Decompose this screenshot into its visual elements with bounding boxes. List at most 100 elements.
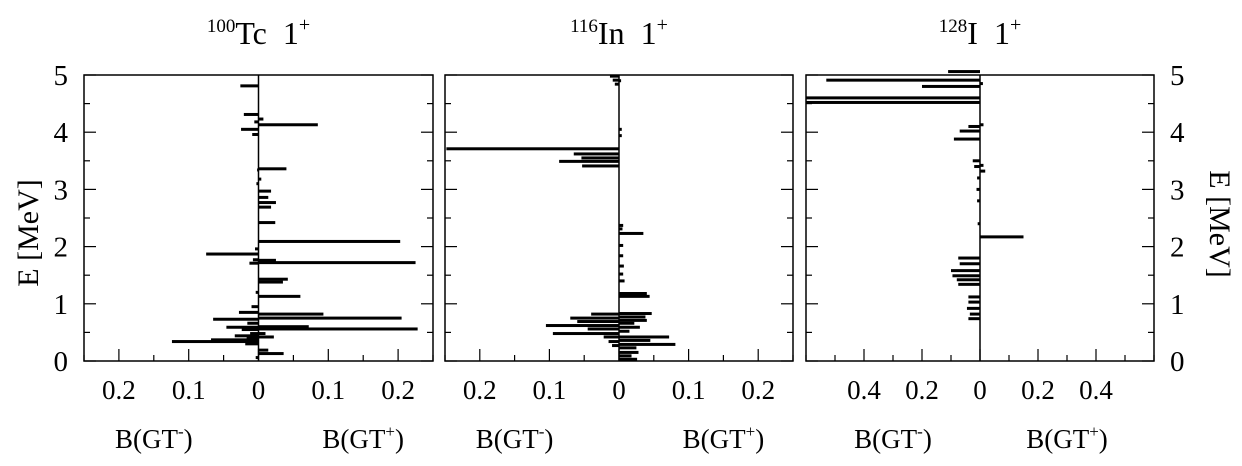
bar-gt-plus — [980, 82, 983, 86]
bar-gt-plus — [619, 134, 622, 138]
bar-gt-minus — [257, 168, 259, 172]
xlabel-gt-plus-base: B(GT — [322, 424, 385, 454]
bar-gt-minus — [582, 164, 619, 168]
y-tick-label: 3 — [54, 174, 69, 206]
bar-gt-minus — [240, 84, 259, 88]
bar-gt-minus — [976, 187, 980, 191]
bar-gt-plus — [619, 357, 638, 361]
title-parity: + — [1010, 14, 1021, 36]
xlabel-gt-minus-close: ) — [544, 424, 553, 454]
bar-gt-minus — [234, 334, 259, 338]
bar-gt-minus — [956, 278, 980, 282]
bar-gt-plus — [258, 261, 416, 265]
title-mass-number: 128 — [939, 16, 968, 37]
bar-gt-plus — [980, 123, 984, 127]
y-tick-label: 2 — [54, 232, 69, 264]
y-tick-label: 4 — [1170, 117, 1185, 149]
bar-gt-minus — [245, 342, 259, 346]
xlabel-gt-plus: B(GT+) — [683, 422, 765, 454]
bar-gt-plus — [258, 189, 272, 193]
bar-gt-minus — [581, 156, 619, 160]
bar-gt-plus — [619, 342, 676, 346]
y-tick-label: 1 — [54, 289, 69, 321]
x-tick-label: 0.4 — [1079, 375, 1113, 405]
bar-gt-plus — [258, 312, 324, 316]
title-mass-number: 116 — [570, 16, 598, 37]
xlabel-gt-plus-base: B(GT — [683, 424, 746, 454]
bar-gt-minus — [958, 256, 980, 260]
xlabel-gt-plus-sup: + — [1089, 422, 1099, 441]
x-tick-label: 0.2 — [102, 375, 136, 405]
bar-gt-plus — [619, 127, 622, 131]
bar-gt-minus — [952, 274, 980, 278]
bar-gt-minus — [974, 165, 980, 169]
bar-gt-plus — [980, 235, 1024, 239]
x-tick-label: 0.1 — [311, 375, 345, 405]
bar-gt-minus — [826, 78, 980, 82]
bar-gt-plus — [619, 318, 647, 322]
bar-gt-minus — [545, 324, 619, 328]
right-axis-label: E [MeV] — [1203, 170, 1236, 277]
bar-gt-minus — [171, 340, 259, 344]
bar-gt-minus — [255, 356, 259, 360]
bar-gt-minus — [241, 127, 259, 131]
bar-gt-plus — [258, 167, 287, 171]
bar-gt-plus — [619, 227, 623, 231]
bar-gt-plus — [258, 316, 402, 320]
bar-gt-plus — [619, 312, 652, 316]
x-tick-label: 0 — [973, 375, 987, 405]
bar-gt-plus — [258, 177, 262, 181]
y-tick-label: 5 — [1170, 60, 1185, 92]
xlabel-gt-minus: B(GT-) — [115, 422, 193, 454]
bar-gt-plus — [258, 348, 269, 352]
xlabel-gt-plus-sup: + — [746, 422, 756, 441]
bar-gt-minus — [966, 306, 980, 310]
bar-gt-plus — [619, 338, 651, 342]
xlabel-gt-minus-sup: - — [539, 422, 545, 441]
bar-gt-minus — [968, 295, 980, 299]
bar-gt-minus — [252, 132, 259, 136]
panel-title: 100Tc 1+ — [207, 14, 310, 51]
bar-gt-minus — [968, 300, 980, 304]
x-tick-label: 0.2 — [381, 375, 415, 405]
bar-gt-plus — [258, 280, 283, 284]
title-mass-number: 100 — [207, 16, 236, 37]
xlabel-gt-plus: B(GT+) — [322, 422, 404, 454]
bar-gt-plus — [619, 335, 670, 339]
bar-gt-plus — [619, 254, 624, 258]
bar-gt-plus — [258, 221, 276, 225]
bar-gt-plus — [980, 163, 984, 167]
xlabel-gt-plus-close: ) — [1099, 424, 1108, 454]
bar-gt-minus — [247, 321, 259, 325]
bar-gt-plus — [258, 201, 276, 205]
bar-gt-minus — [609, 74, 619, 78]
x-tick-label: 0.4 — [847, 375, 881, 405]
bar-gt-minus — [603, 335, 619, 339]
title-element: I — [967, 15, 978, 51]
bar-gt-minus — [968, 317, 980, 321]
title-element: Tc — [235, 15, 267, 51]
bar-gt-plus — [258, 325, 309, 329]
bar-gt-minus — [806, 96, 980, 100]
bar-gt-plus — [619, 243, 624, 247]
bar-gt-minus — [226, 325, 259, 329]
bar-gt-plus — [258, 294, 301, 298]
bar-gt-minus — [951, 269, 980, 273]
bar-gt-plus — [258, 258, 276, 262]
x-tick-label: 0.2 — [905, 375, 939, 405]
xlabel-gt-minus-close: ) — [184, 424, 193, 454]
bar-gt-minus — [591, 312, 619, 316]
y-tick-label: 0 — [1170, 346, 1185, 378]
bar-gt-plus — [258, 239, 401, 243]
xlabel-gt-minus-base: B(GT — [115, 424, 178, 454]
xlabel-gt-plus: B(GT+) — [1026, 422, 1108, 454]
bar-gt-minus — [250, 332, 259, 336]
y-tick-label: 4 — [54, 117, 69, 149]
bar-gt-plus — [619, 354, 632, 358]
bar-gt-minus — [612, 344, 619, 348]
title-spin: 1 — [267, 15, 299, 51]
